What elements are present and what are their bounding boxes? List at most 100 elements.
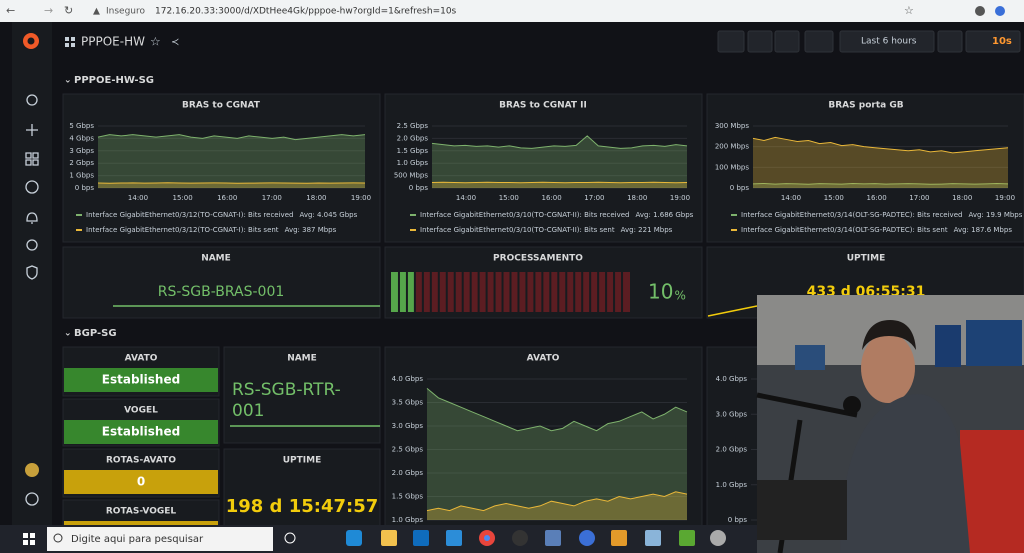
x-tick-label: 18:00 <box>952 194 972 202</box>
y-tick-label: 2 Gbps <box>69 159 94 167</box>
panel-title: BRAS to CGNAT <box>182 101 261 111</box>
taskbar-app[interactable] <box>679 530 695 546</box>
stat-value: RS-SGB-RTR-001 <box>232 380 341 421</box>
y-tick-label: 1.5 Gbps <box>392 493 424 501</box>
series-area <box>98 182 365 188</box>
settings-icon[interactable] <box>26 239 38 251</box>
series-line <box>426 491 688 512</box>
search-placeholder[interactable]: Digite aqui para pesquisar <box>71 534 204 545</box>
window-edge <box>0 22 12 462</box>
panel-title: ROTAS-VOGEL <box>106 507 177 517</box>
row-title[interactable]: PPPOE-HW-SG <box>74 75 154 86</box>
user-avatar[interactable] <box>25 463 39 477</box>
stat-value: Established <box>102 425 180 439</box>
taskbar-app[interactable] <box>512 530 528 546</box>
taskbar-app[interactable] <box>346 530 362 546</box>
panel-title: UPTIME <box>283 456 322 466</box>
extension-icon[interactable] <box>975 6 985 16</box>
explore-icon[interactable] <box>25 180 39 194</box>
refresh-picker[interactable] <box>965 30 1021 53</box>
series-area <box>98 134 365 188</box>
x-tick-label: 14:00 <box>456 194 476 202</box>
time-picker[interactable] <box>839 30 935 53</box>
save-button[interactable] <box>747 30 773 53</box>
admin-icon[interactable] <box>26 265 38 280</box>
settings-button[interactable] <box>774 30 800 53</box>
bookmark-star[interactable]: ☆ <box>904 4 914 17</box>
forward-button[interactable]: → <box>44 4 53 17</box>
stat-value-box: RS-SGB-RTR-001 <box>232 380 341 421</box>
alerting-icon[interactable] <box>26 212 38 224</box>
series-line <box>752 182 1009 185</box>
url[interactable]: 172.16.20.33:3000/d/XDtHee4Gk/pppoe-hw?o… <box>155 7 457 17</box>
series-line <box>97 134 366 141</box>
dashboards-icon[interactable] <box>25 152 39 166</box>
taskbar-app[interactable] <box>579 530 595 546</box>
cycle-view-button[interactable] <box>804 30 834 53</box>
x-tick-label: 19:00 <box>351 194 371 202</box>
gauge-unit: % <box>674 289 685 303</box>
share-button[interactable]: ≺ <box>171 37 179 48</box>
zoom-out-button[interactable] <box>937 30 963 53</box>
search-box[interactable] <box>47 527 273 551</box>
taskbar-app[interactable] <box>381 530 397 546</box>
row-toggle[interactable]: ⌄ <box>64 329 72 339</box>
x-tick-label: 17:00 <box>909 194 929 202</box>
browser-bar <box>0 0 1024 22</box>
extension-icon[interactable] <box>995 6 1005 16</box>
stat-value: Established <box>102 373 180 387</box>
x-tick-label: 17:00 <box>262 194 282 202</box>
help-icon[interactable] <box>25 492 39 506</box>
webcam-laptop <box>757 480 847 540</box>
start-button[interactable] <box>23 533 35 545</box>
create-icon[interactable] <box>26 124 38 136</box>
panel-title: PROCESSAMENTO <box>493 254 583 264</box>
reload-button[interactable]: ↻ <box>64 4 73 17</box>
legend-entry: Interface GigabitEthernet0/3/10(TO-CGNAT… <box>420 226 615 234</box>
y-tick-label: 3.5 Gbps <box>392 399 424 407</box>
star-button[interactable]: ☆ <box>150 35 161 49</box>
y-tick-label: 300 Mbps <box>715 122 750 130</box>
legend-avg: Avg: 187.6 Mbps <box>954 226 1013 234</box>
row-toggle[interactable]: ⌄ <box>64 76 72 86</box>
y-tick-label: 3.0 Gbps <box>392 422 424 430</box>
series-area <box>432 135 687 188</box>
add-panel-button[interactable] <box>717 30 745 53</box>
panel-title: AVATO <box>527 354 560 364</box>
y-tick-label: 2.0 Gbps <box>397 134 429 142</box>
webcam-face <box>861 333 915 403</box>
legend-entry: Interface GigabitEthernet0/3/12(TO-CGNAT… <box>86 211 293 219</box>
cortana-button[interactable] <box>284 532 296 544</box>
stat-background <box>64 368 218 392</box>
taskbar-app[interactable] <box>710 530 726 546</box>
taskbar-app[interactable] <box>611 530 627 546</box>
y-tick-label: 1 Gbps <box>69 172 94 180</box>
refresh-interval[interactable]: 10s <box>992 36 1012 47</box>
x-tick-label: 15:00 <box>173 194 193 202</box>
back-button[interactable]: ← <box>6 4 15 17</box>
security-warning[interactable]: ▲ <box>93 7 100 17</box>
legend-avg: Avg: 1.686 Gbps <box>636 211 694 219</box>
taskbar-app[interactable] <box>446 530 462 546</box>
series-area <box>427 388 687 520</box>
x-tick-label: 19:00 <box>670 194 690 202</box>
taskbar-app[interactable] <box>645 530 661 546</box>
y-tick-label: 1.5 Gbps <box>397 147 429 155</box>
webcam-screen <box>966 320 1022 366</box>
series-area <box>427 491 687 520</box>
search-icon[interactable] <box>26 94 38 106</box>
y-tick-label: 3.0 Gbps <box>716 410 748 418</box>
x-tick-label: 19:00 <box>995 194 1015 202</box>
sparkline <box>707 305 758 317</box>
gauge-value: 10 <box>648 280 673 304</box>
panel <box>62 93 381 243</box>
row-title[interactable]: BGP-SG <box>74 328 117 339</box>
taskbar-app[interactable] <box>413 530 429 546</box>
dashboard-title[interactable]: PPPOE-HW <box>81 35 145 49</box>
taskbar-app[interactable] <box>545 530 561 546</box>
legend-entry: Interface GigabitEthernet0/3/10(TO-CGNAT… <box>420 211 630 219</box>
webcam-screen <box>935 325 961 367</box>
time-range[interactable]: Last 6 hours <box>861 37 917 47</box>
